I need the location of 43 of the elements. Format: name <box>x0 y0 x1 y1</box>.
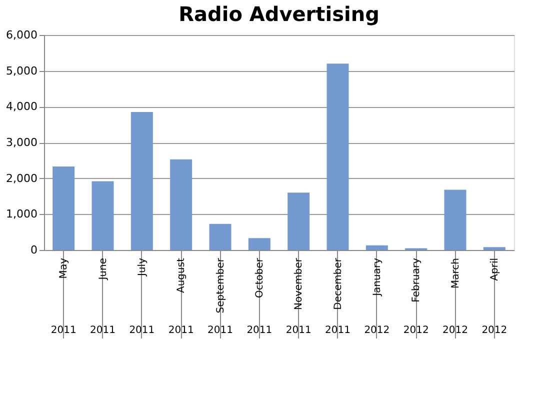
text: 2012 <box>482 325 508 336</box>
bar <box>52 166 75 250</box>
x-tick-label: August <box>176 258 188 293</box>
x-tick-label: July <box>136 258 148 277</box>
chart-title: Radio Advertising <box>178 2 380 26</box>
text: 2011 <box>50 325 76 336</box>
x-tick-label: November <box>294 257 305 310</box>
x-tick-label: December <box>332 257 344 310</box>
y-tick-label: 3,000 <box>6 136 38 149</box>
y-tick-label: 5,000 <box>6 64 38 78</box>
x-tick-label: May <box>58 258 70 279</box>
bar <box>209 224 232 250</box>
y-tick-label: 6,000 <box>6 28 38 42</box>
text: 2011 <box>90 325 116 336</box>
y-tick-label: 0 <box>30 244 38 256</box>
x-tick-label: October <box>254 257 266 298</box>
x-tick-label: January <box>372 258 383 297</box>
bar <box>483 247 506 250</box>
bar <box>170 159 192 250</box>
y-tick-label: 4,000 <box>6 100 38 114</box>
bar <box>248 238 270 250</box>
bar <box>288 192 310 250</box>
text: 2011 <box>208 325 233 336</box>
x-tick-label: March <box>450 258 462 288</box>
text: 2011 <box>129 325 155 336</box>
text: 2012 <box>364 325 390 336</box>
bar <box>92 181 114 250</box>
x-tick-label: September <box>215 257 226 314</box>
text: 2012 <box>442 325 468 336</box>
x-tick-label: February <box>411 258 422 302</box>
y-tick-label: 1,000 <box>6 208 38 221</box>
text: 2012 <box>403 325 429 336</box>
text: 2011 <box>286 325 312 336</box>
text: 2011 <box>246 325 272 336</box>
text: 2011 <box>168 325 194 336</box>
text: 2011 <box>325 325 350 336</box>
x-tick-label: June <box>98 258 109 281</box>
bar <box>326 64 349 250</box>
y-tick-label: 2,000 <box>6 172 38 185</box>
bar <box>130 112 153 250</box>
x-tick-label: April <box>489 258 500 281</box>
bar <box>366 245 388 250</box>
bar <box>444 190 466 250</box>
